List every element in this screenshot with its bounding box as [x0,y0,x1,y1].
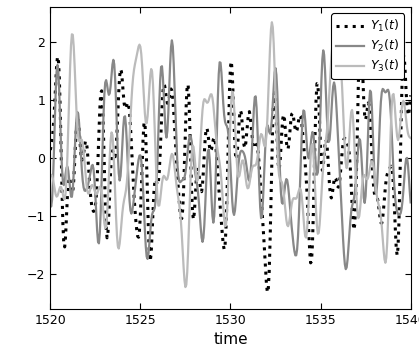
$Y_3(t)$ [230,90,235,94]
$Y_1(t)$ [245,119,250,124]
$Y_2(t)$ [95,228,100,232]
$Y_1(t)$ [265,290,270,294]
$Y_2(t)$ [246,177,251,181]
$Y_3(t)$ [246,186,251,190]
Legend: $Y_1(t)$, $Y_2(t)$, $Y_3(t)$: $Y_1(t)$, $Y_2(t)$, $Y_3(t)$ [331,13,404,79]
$Y_3(t)$ [48,174,53,178]
$Y_1(t)$ [278,146,283,151]
$Y_1(t)$ [178,208,183,213]
$Y_2(t)$ [343,267,348,271]
$Y_1(t)$ [95,178,100,183]
$Y_2(t)$ [230,199,235,204]
X-axis label: time: time [213,332,248,347]
$Y_3(t)$ [178,209,183,213]
$Y_1(t)$ [48,148,53,152]
$Y_3(t)$ [183,285,188,289]
$Y_2(t)$ [313,153,318,157]
$Y_3(t)$ [269,20,274,24]
$Y_3(t)$ [313,208,318,212]
Line: $Y_2(t)$: $Y_2(t)$ [50,40,411,269]
$Y_3(t)$ [408,136,413,140]
$Y_2(t)$ [278,190,283,194]
$Y_1(t)$ [229,59,234,64]
$Y_3(t)$ [95,192,100,196]
$Y_2(t)$ [169,38,174,42]
Line: $Y_1(t)$: $Y_1(t)$ [50,37,411,292]
$Y_2(t)$ [408,200,413,205]
$Y_1(t)$ [358,34,363,39]
$Y_3(t)$ [279,180,285,184]
$Y_2(t)$ [178,179,184,184]
$Y_2(t)$ [48,200,53,205]
$Y_1(t)$ [408,93,413,98]
Line: $Y_3(t)$: $Y_3(t)$ [50,22,411,287]
$Y_1(t)$ [313,131,318,135]
